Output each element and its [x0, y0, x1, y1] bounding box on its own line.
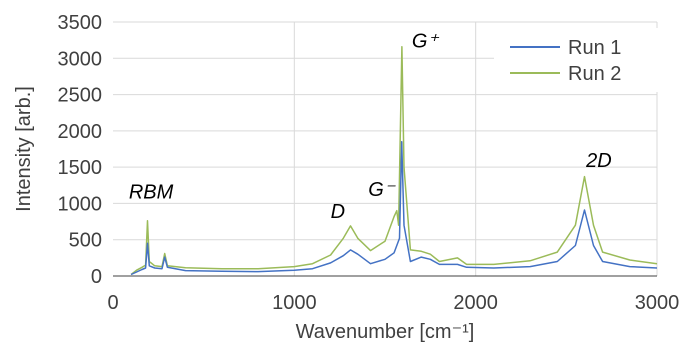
y-tick-labels: 0 500 1000 1500 2000 2500 3000 3500	[58, 12, 103, 288]
series-line-run-1	[130, 140, 658, 276]
legend-background	[494, 28, 666, 92]
y-tick-label: 1500	[58, 157, 103, 179]
y-tick-label: 1000	[58, 193, 103, 215]
gridlines	[113, 21, 658, 276]
series-line-run-2	[130, 45, 658, 276]
legend: Run 1 Run 2	[494, 28, 666, 92]
peak-annotation: D	[331, 201, 345, 223]
peak-annotations: RBM D G⁻ G⁺ 2D	[129, 30, 612, 223]
y-tick-label: 500	[69, 230, 102, 252]
x-tick-labels: 0 1000 2000 3000	[107, 292, 679, 314]
series-layer	[130, 45, 658, 276]
y-tick-label: 0	[91, 266, 102, 288]
y-tick-label: 3000	[58, 48, 103, 70]
peak-annotation: 2D	[585, 150, 612, 172]
x-tick-label: 0	[107, 292, 118, 314]
x-tick-label: 3000	[635, 292, 680, 314]
x-axis-title: Wavenumber [cm⁻¹]	[296, 321, 475, 343]
peak-annotation: RBM	[129, 181, 174, 203]
peak-annotation: G⁻	[368, 179, 396, 201]
x-tick-label: 2000	[453, 292, 498, 314]
y-tick-label: 3500	[58, 12, 103, 34]
legend-label-run-2: Run 2	[568, 63, 621, 85]
legend-label-run-1: Run 1	[568, 37, 621, 59]
peak-annotation: G⁺	[412, 30, 440, 52]
y-tick-label: 2500	[58, 85, 103, 107]
y-axis-title: Intensity [arb.]	[13, 86, 35, 212]
y-tick-label: 2000	[58, 121, 103, 143]
x-tick-label: 1000	[272, 292, 317, 314]
